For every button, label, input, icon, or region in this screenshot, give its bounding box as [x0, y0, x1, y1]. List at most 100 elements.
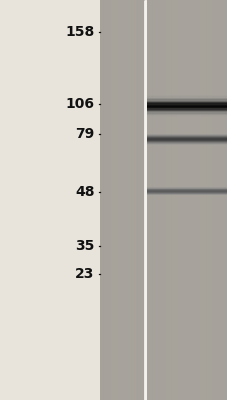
Bar	[149, 0, 152, 400]
Bar	[146, 113, 227, 114]
Bar	[146, 105, 227, 106]
Bar	[195, 0, 198, 400]
Bar	[100, 0, 102, 400]
Bar	[146, 104, 227, 105]
Bar	[146, 113, 227, 114]
Bar	[146, 108, 227, 109]
Bar	[146, 0, 227, 400]
Bar	[157, 0, 160, 400]
Bar	[168, 0, 171, 400]
Bar	[118, 0, 119, 400]
Bar	[146, 105, 227, 106]
Bar	[176, 0, 179, 400]
Bar	[146, 96, 227, 97]
Bar	[134, 0, 136, 400]
Bar	[131, 0, 133, 400]
Bar	[100, 0, 144, 400]
Bar	[146, 104, 227, 105]
Bar	[128, 0, 130, 400]
Bar	[200, 0, 203, 400]
Bar	[219, 0, 222, 400]
Bar	[216, 0, 219, 400]
Bar	[146, 99, 227, 100]
Bar	[146, 107, 227, 108]
Bar	[184, 0, 187, 400]
Bar	[110, 0, 112, 400]
Bar	[146, 111, 227, 112]
Bar	[104, 0, 106, 400]
Bar	[197, 0, 200, 400]
Bar	[146, 96, 227, 97]
Bar	[146, 114, 227, 115]
Bar	[141, 0, 143, 400]
Bar	[123, 0, 125, 400]
Bar	[163, 0, 165, 400]
Bar	[224, 0, 227, 400]
Bar	[146, 95, 227, 96]
Bar	[211, 0, 214, 400]
Bar	[146, 98, 227, 99]
Text: 158: 158	[65, 25, 94, 39]
Bar	[132, 0, 134, 400]
Text: 48: 48	[75, 185, 94, 199]
Bar	[146, 99, 227, 100]
Bar	[107, 0, 109, 400]
Bar	[146, 116, 227, 117]
Bar	[146, 112, 227, 113]
Bar	[146, 97, 227, 98]
Bar	[112, 0, 114, 400]
Bar	[146, 108, 227, 109]
Bar	[171, 0, 173, 400]
Text: 35: 35	[75, 239, 94, 253]
Bar	[116, 0, 118, 400]
Bar	[146, 102, 227, 103]
Bar	[137, 0, 138, 400]
Bar	[146, 110, 227, 111]
Text: 23: 23	[75, 267, 94, 281]
Bar	[146, 114, 227, 115]
Bar	[143, 0, 144, 400]
Bar	[173, 0, 176, 400]
Bar	[179, 0, 182, 400]
Text: 106: 106	[65, 97, 94, 111]
Bar	[154, 0, 157, 400]
Bar	[189, 0, 192, 400]
Bar	[140, 0, 141, 400]
Bar	[146, 101, 227, 102]
Bar	[222, 0, 225, 400]
Bar	[187, 0, 190, 400]
Bar	[214, 0, 217, 400]
Bar	[160, 0, 163, 400]
Bar	[146, 95, 227, 96]
Bar	[205, 0, 208, 400]
Bar	[146, 115, 227, 116]
Bar	[126, 0, 128, 400]
Bar	[146, 100, 227, 101]
Bar	[119, 0, 121, 400]
Bar	[146, 100, 227, 101]
Bar	[203, 0, 206, 400]
Bar	[125, 0, 127, 400]
Bar	[146, 97, 227, 98]
Bar	[146, 101, 227, 102]
Text: 79: 79	[75, 127, 94, 141]
Bar	[152, 0, 155, 400]
Bar	[165, 0, 168, 400]
Bar	[121, 0, 122, 400]
Bar	[135, 0, 137, 400]
Bar	[106, 0, 108, 400]
Bar	[138, 0, 140, 400]
Bar	[146, 106, 227, 107]
Bar	[181, 0, 184, 400]
Bar	[146, 0, 149, 400]
Bar	[103, 0, 104, 400]
Bar	[208, 0, 211, 400]
Bar	[122, 0, 124, 400]
Bar	[113, 0, 115, 400]
Bar	[146, 109, 227, 110]
Bar	[146, 109, 227, 110]
Bar	[129, 0, 131, 400]
Bar	[146, 103, 227, 104]
Bar	[192, 0, 195, 400]
Bar	[109, 0, 110, 400]
